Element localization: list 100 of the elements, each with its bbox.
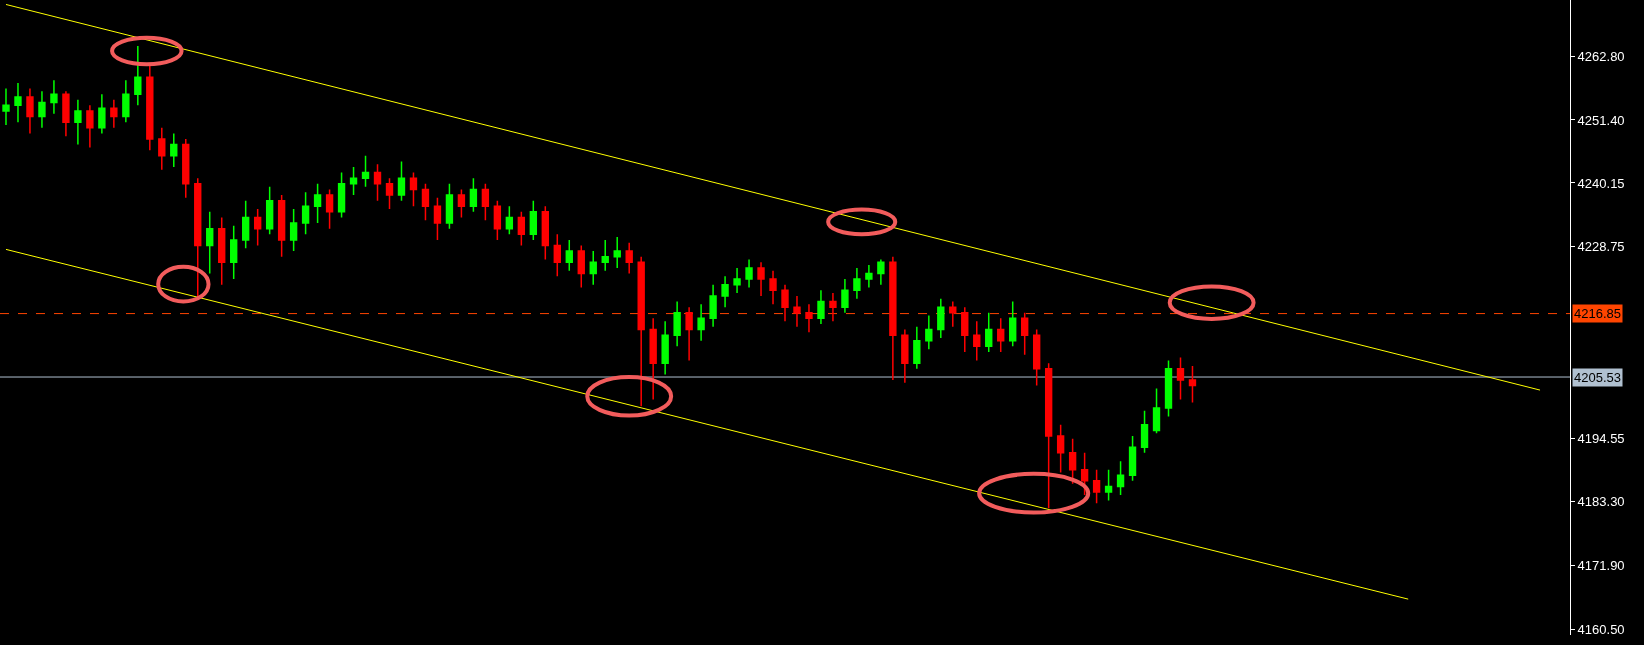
candlestick bbox=[1068, 438, 1077, 485]
candlestick bbox=[577, 244, 585, 289]
candlestick bbox=[301, 191, 310, 236]
candlestick bbox=[265, 185, 274, 236]
candlestick bbox=[781, 283, 789, 322]
candlestick bbox=[565, 239, 573, 272]
candlestick bbox=[685, 306, 693, 362]
candlestick bbox=[709, 283, 717, 328]
y-tick-label: 4240.15 bbox=[1577, 175, 1625, 191]
candlestick bbox=[38, 90, 46, 129]
candlestick bbox=[889, 255, 897, 381]
candlestick bbox=[421, 183, 430, 222]
candlestick bbox=[505, 205, 514, 236]
candlestick bbox=[1152, 387, 1161, 434]
candlestick bbox=[50, 79, 58, 115]
candlestick bbox=[433, 197, 442, 241]
candlestick bbox=[242, 199, 250, 250]
y-tick-label: 4183.30 bbox=[1577, 494, 1625, 510]
candlestick bbox=[230, 225, 238, 280]
candlestick bbox=[445, 183, 454, 230]
candlestick bbox=[1164, 359, 1173, 418]
candlestick bbox=[26, 87, 34, 135]
candlestick bbox=[745, 258, 753, 289]
candlestick bbox=[98, 93, 106, 135]
candlestick bbox=[385, 177, 394, 210]
candlestick bbox=[913, 326, 921, 370]
candlestick bbox=[397, 160, 406, 202]
candlestick bbox=[661, 320, 669, 376]
candlestick bbox=[1176, 356, 1185, 401]
y-tick-label: 4194.55 bbox=[1577, 431, 1625, 447]
candlestick bbox=[961, 306, 969, 353]
candlestick bbox=[541, 205, 549, 261]
candlestick bbox=[122, 79, 130, 123]
candlestick bbox=[1080, 452, 1089, 496]
y-tick-label: 4251.40 bbox=[1577, 112, 1625, 128]
candlestick bbox=[829, 292, 837, 322]
candlestick bbox=[1032, 328, 1041, 387]
candlestick bbox=[925, 314, 933, 350]
candlestick bbox=[853, 267, 861, 300]
candlestick bbox=[253, 208, 262, 247]
candlestick bbox=[361, 155, 370, 188]
y-tick-label: 4171.90 bbox=[1577, 558, 1625, 574]
candlestick bbox=[817, 289, 825, 325]
candlestick bbox=[1188, 365, 1197, 404]
candlestick bbox=[901, 328, 909, 384]
candlestick bbox=[997, 317, 1005, 353]
candlestick bbox=[1140, 410, 1149, 454]
candlestick bbox=[589, 250, 597, 286]
candlestick bbox=[637, 255, 645, 408]
candlestick bbox=[206, 211, 214, 275]
candlestick bbox=[1056, 424, 1065, 474]
candlestick bbox=[769, 269, 777, 306]
candlestick bbox=[313, 183, 322, 224]
candlestick bbox=[877, 258, 885, 286]
candlestick bbox=[805, 303, 813, 334]
candlestick bbox=[553, 233, 561, 278]
candlestick bbox=[673, 300, 681, 348]
candlestick bbox=[625, 241, 633, 275]
candlestick bbox=[529, 199, 538, 241]
candlestick bbox=[194, 177, 202, 299]
candlestick bbox=[481, 183, 490, 222]
candlestick bbox=[757, 261, 765, 297]
candlestick bbox=[218, 216, 226, 286]
candlestick bbox=[697, 303, 705, 342]
candlestick bbox=[793, 295, 801, 328]
candlestick bbox=[937, 297, 945, 339]
candlestick bbox=[74, 99, 82, 146]
ref-line-label: 4205.53 bbox=[1574, 370, 1621, 385]
candlestick bbox=[158, 127, 166, 171]
candlestick bbox=[1104, 468, 1113, 502]
candlestick bbox=[1128, 435, 1137, 482]
y-tick-label: 4160.50 bbox=[1577, 621, 1625, 637]
candlestick bbox=[349, 166, 358, 196]
candlestick bbox=[337, 171, 346, 219]
candlestick bbox=[14, 82, 22, 123]
candlestick bbox=[1021, 311, 1029, 356]
ref-line-label: 4216.85 bbox=[1574, 306, 1621, 321]
candlestick bbox=[134, 45, 142, 107]
candlestick bbox=[62, 90, 70, 137]
y-tick-label: 4262.80 bbox=[1577, 48, 1625, 64]
candlestick bbox=[841, 278, 849, 314]
candlestick bbox=[985, 311, 993, 353]
candlestick bbox=[289, 208, 298, 252]
candlestick bbox=[277, 194, 286, 258]
candlestick bbox=[733, 267, 741, 294]
candlestick bbox=[1116, 460, 1125, 496]
candlestick bbox=[110, 99, 118, 129]
candlestick bbox=[601, 239, 609, 272]
candlestick bbox=[649, 317, 657, 401]
y-tick-label: 4228.75 bbox=[1577, 239, 1625, 255]
candlestick bbox=[613, 236, 621, 269]
candlestick bbox=[469, 177, 478, 213]
candlestick bbox=[1044, 362, 1053, 510]
candlestick bbox=[373, 163, 382, 202]
candlestick bbox=[1092, 468, 1101, 505]
candlestick bbox=[86, 104, 94, 149]
candlestick bbox=[949, 300, 957, 328]
candlestick bbox=[721, 275, 729, 308]
candlestick bbox=[865, 264, 873, 289]
candlestick bbox=[1009, 300, 1017, 348]
